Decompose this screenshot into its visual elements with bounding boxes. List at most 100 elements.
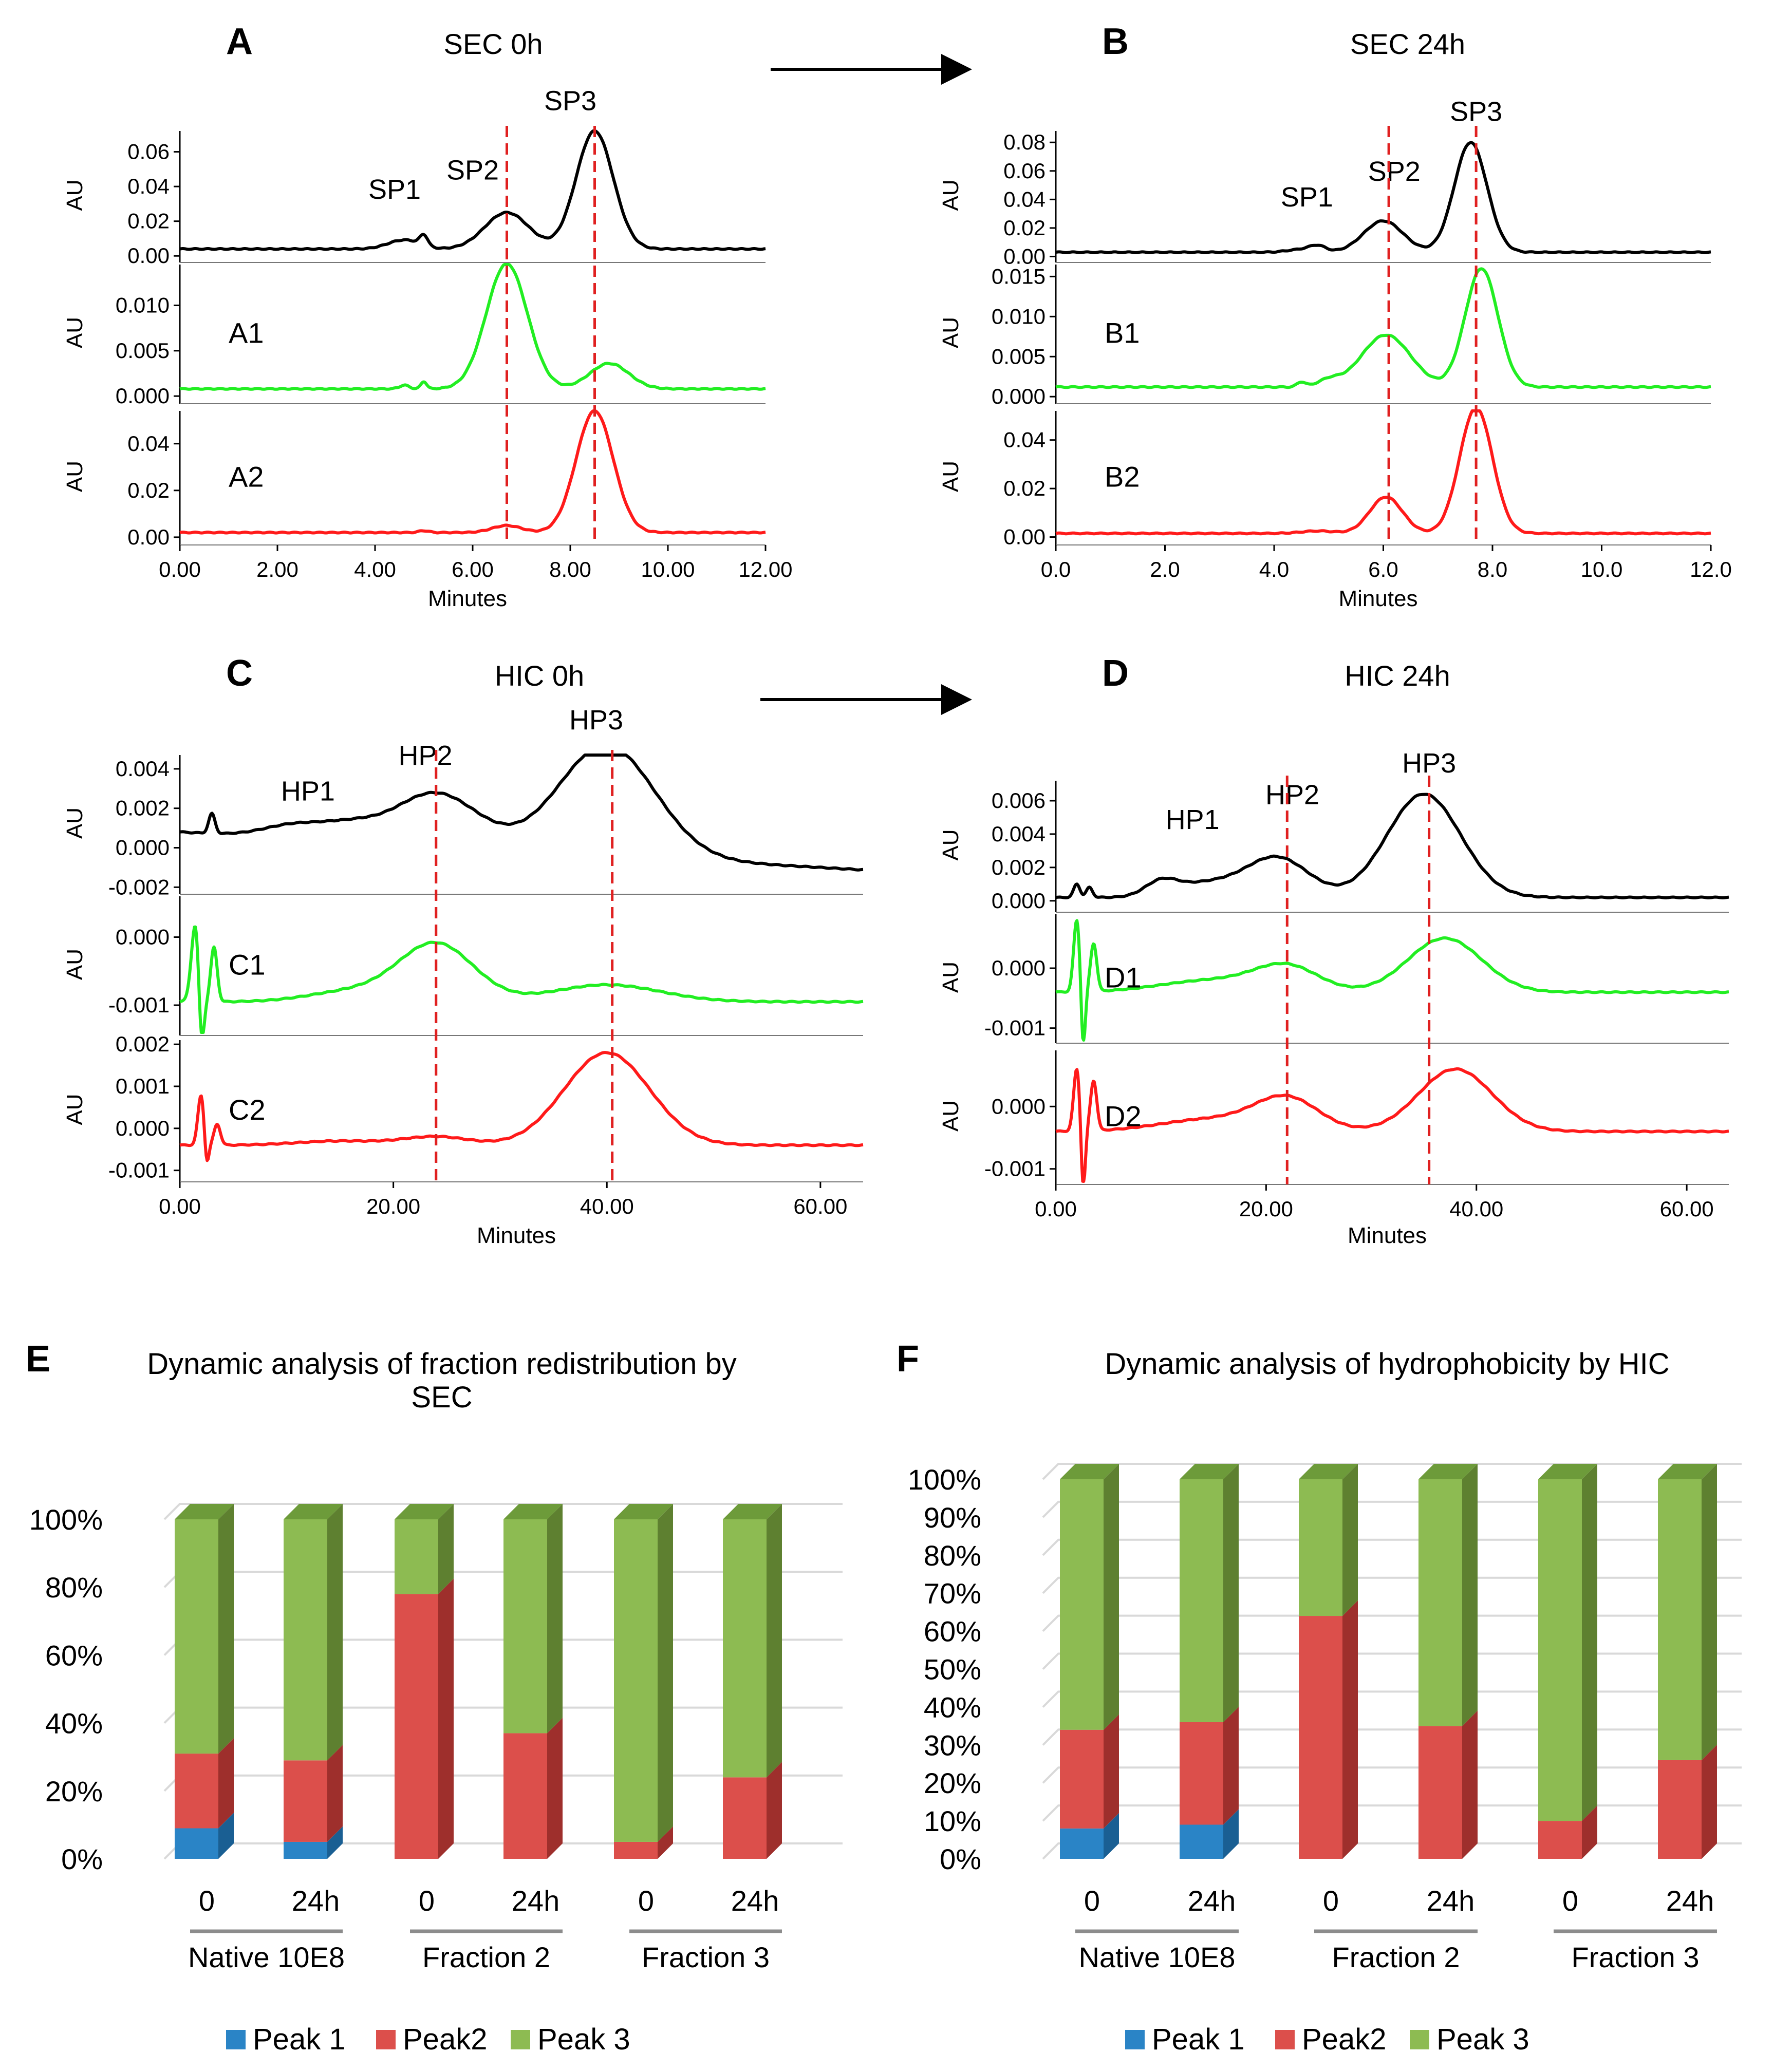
bar-top-face [1060,1464,1119,1479]
y-tick-label: 0.04 [1003,187,1046,211]
x-tick-label: 40.00 [580,1194,634,1218]
x-tick-label: 0.00 [159,1194,201,1218]
y-tick-label: 20% [924,1767,981,1799]
legend-label: Peak 1 [253,2023,346,2056]
trace-label: A1 [229,317,264,349]
panel-letter: E [26,1339,50,1380]
bar-stack [284,1504,343,1859]
peak-label: SP1 [1281,182,1333,213]
bar-segment-peak-3 [1538,1479,1582,1821]
x-category-label: 24h [1666,1885,1714,1917]
trace-C1 [179,925,864,1034]
chart-title-line: SEC [411,1381,472,1414]
x-category-label: 0 [638,1885,654,1917]
x-tick-label: 6.00 [452,557,494,581]
peak-label: HP3 [1402,748,1456,779]
gridline [163,1503,843,1520]
x-category-label: 0 [1323,1885,1339,1917]
y-tick-label: 0.006 [992,788,1046,813]
bar-top-face [284,1504,343,1519]
panel-letter: C [226,653,253,694]
bar-segment-side [547,1718,563,1859]
track-B1: 0.000 0.005 0.010 0.015 AU B1 [938,264,1712,408]
group-label: Native 10E8 [188,1941,345,1973]
x-category-label: 24h [731,1885,779,1917]
y-tick-label: 0.002 [992,855,1046,879]
y-tick-label: 90% [924,1501,981,1534]
bar-top-face [1180,1464,1239,1479]
panel-letter: F [897,1339,919,1380]
y-tick-label: 40% [924,1691,981,1723]
legend-label: Peak 3 [1436,2023,1529,2056]
track-C1: 0.000 -0.001 AU C1 [62,896,864,1036]
bar-stack [395,1504,454,1859]
bar-top-face [1538,1464,1597,1479]
x-tick-label: 4.00 [354,557,396,581]
bar-segment-side [218,1504,234,1754]
gridline [1042,1652,1742,1670]
x-tick-label: 20.00 [1239,1197,1293,1221]
y-tick-label: 0.000 [116,1116,170,1140]
bar-segment-peak2 [1299,1616,1342,1859]
legend-swatch [1275,2030,1295,2049]
track-main: 0.00 0.02 0.04 0.06 AU [62,129,767,268]
bar-segment-side [1582,1464,1597,1821]
y-tick-label: 0.000 [992,384,1046,408]
legend-swatch [1410,2030,1429,2049]
y-tick-label: 0.000 [116,836,170,860]
group-label: Fraction 2 [1332,1941,1460,1973]
bar-segment-side [1702,1744,1717,1859]
y-tick-label: 60% [45,1639,103,1671]
trace-D1 [1055,919,1730,1042]
y-tick-label: 30% [924,1729,981,1761]
panel-e-sec-bar-chart: E Dynamic analysis of fraction redistribu… [26,1339,843,2056]
bar-top-face [1418,1464,1478,1479]
x-tick-label: 0.00 [159,557,201,581]
x-tick-label: 0.00 [1035,1197,1077,1221]
track-C2: 0.002 0.001 0.000 -0.001 AU C2 [62,1032,864,1182]
trace-d-main [1055,793,1730,899]
bar-stack [503,1504,563,1859]
x-category-label: 0 [199,1885,215,1917]
y-tick-label: 0.002 [116,796,170,820]
y-tick-label: 0.02 [127,478,170,502]
group-label: Fraction 3 [1572,1941,1700,1973]
y-tick-label: 0.02 [1003,216,1046,240]
y-axis-label: AU [938,829,963,860]
y-axis-label: AU [938,1100,963,1132]
x-tick-label: 2.0 [1150,557,1180,581]
y-tick-label: 0.06 [127,140,170,164]
y-tick-label: 80% [45,1571,103,1604]
x-tick-label: 8.0 [1478,557,1507,581]
y-axis-label: AU [62,317,87,348]
bar-segment-peak2 [614,1841,658,1859]
y-tick-label: -0.002 [108,875,170,899]
x-tick-label: 0.0 [1041,557,1071,581]
y-tick-label: -0.001 [108,993,170,1017]
trace-label: C2 [229,1094,266,1126]
gridline [1042,1614,1742,1632]
bar-segment-side [438,1504,454,1594]
bar-segment-peak2 [503,1733,547,1859]
trace-label: B2 [1105,461,1140,493]
legend-label: Peak2 [1302,2023,1386,2056]
trace-D2 [1055,1067,1730,1183]
track-D2: 0.000 -0.001 AU D2 [938,1050,1730,1185]
y-tick-label: -0.001 [984,1157,1046,1181]
y-tick-label: 0.00 [127,525,170,549]
legend-swatch [1125,2030,1145,2049]
bar-segment-side [1223,1809,1239,1859]
y-tick-label: 70% [924,1577,981,1610]
y-axis-label: AU [938,461,963,492]
track-main: 0.00 0.02 0.04 0.06 0.08 AU [938,130,1712,268]
bar-segment-side [1462,1464,1478,1726]
chart-title-line: Dynamic analysis of hydrophobicity by HI… [1105,1347,1669,1381]
y-tick-label: 0% [61,1843,103,1875]
bar-stack [1060,1464,1119,1859]
peak-label: HP2 [1265,779,1319,810]
bar-top-face [614,1504,673,1519]
panel-letter: B [1102,21,1129,62]
peak-label: HP1 [281,776,335,806]
trace-a-main [179,129,767,251]
trace-B2 [1055,409,1712,536]
